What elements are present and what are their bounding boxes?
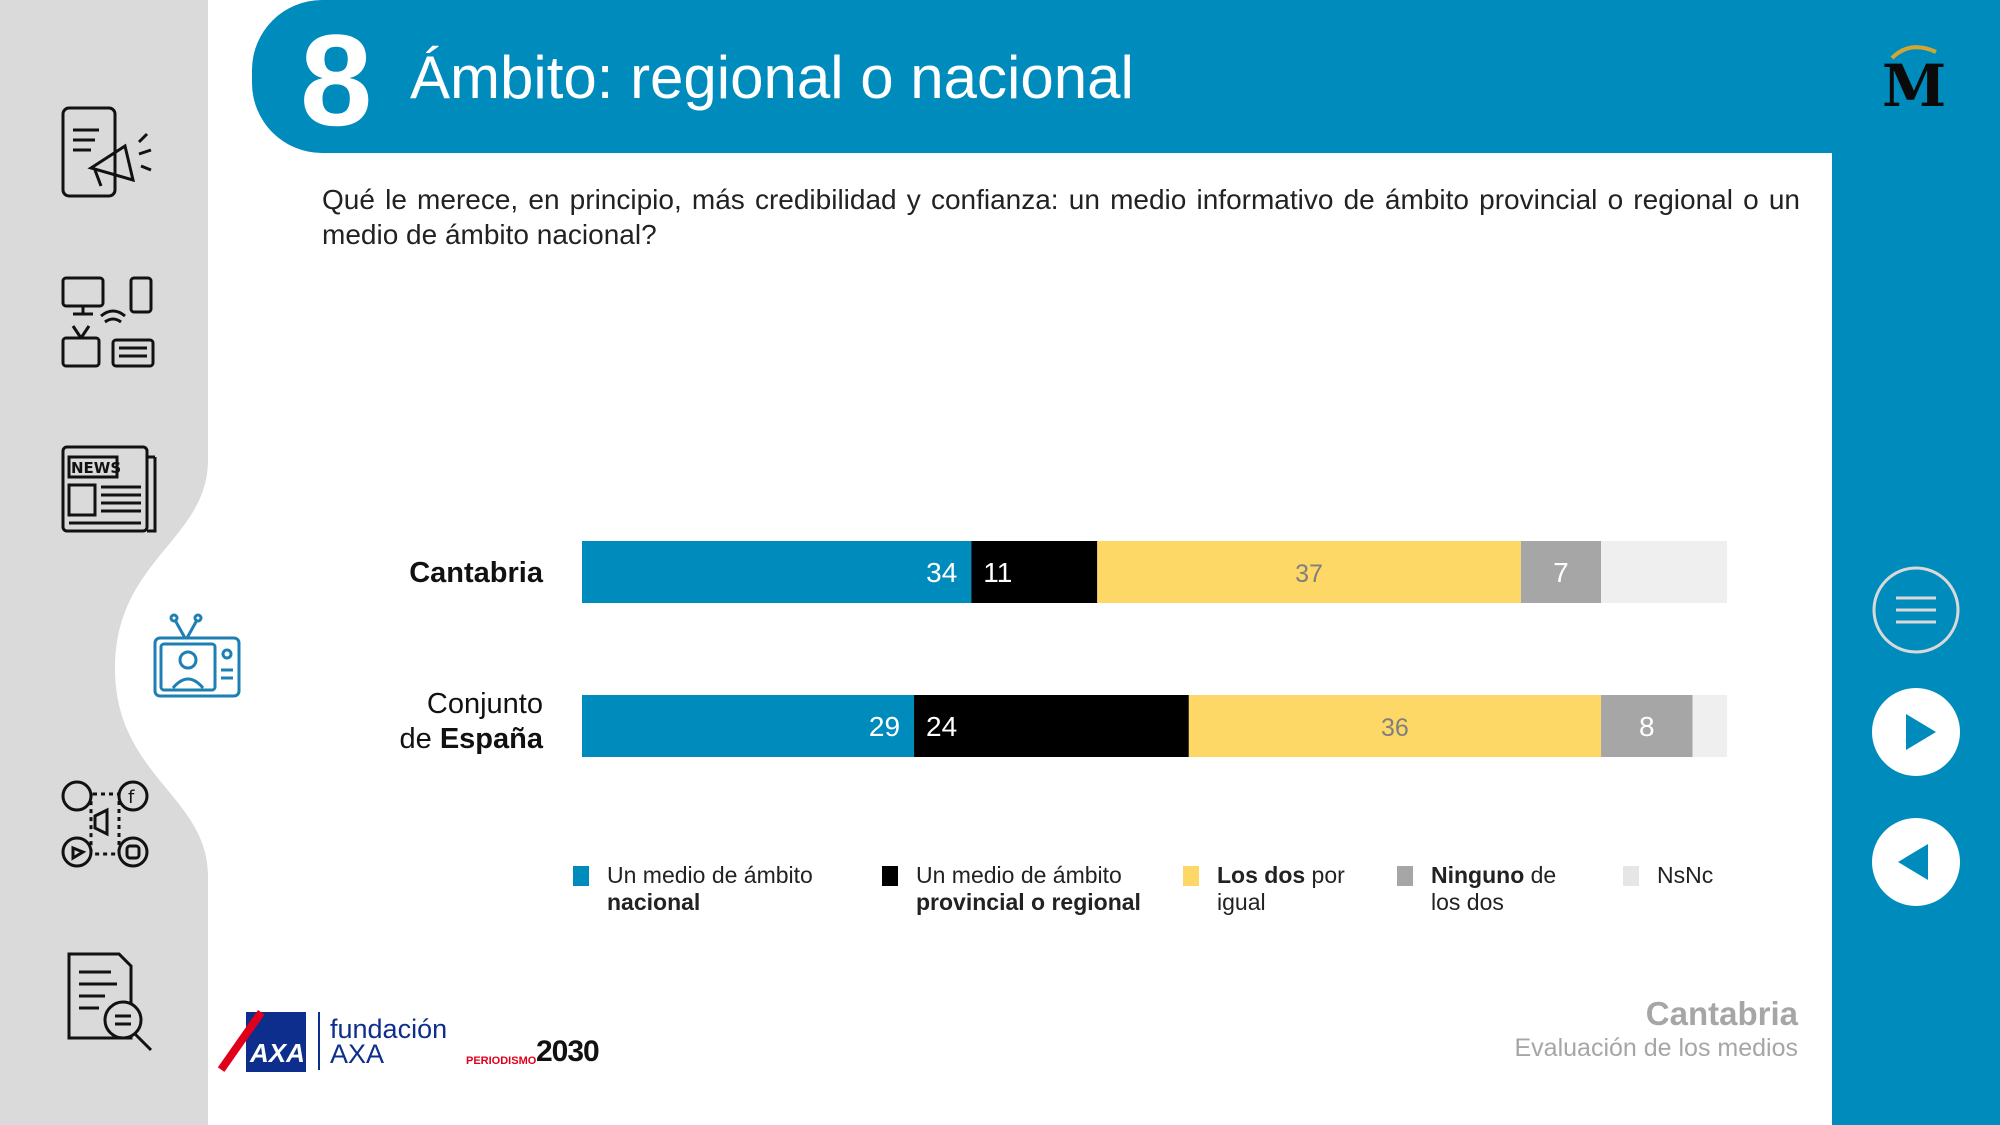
bar-segment — [1692, 695, 1727, 757]
chart-legend: Un medio de ámbito nacional Un medio de ám… — [0, 862, 2000, 922]
bar-segment — [582, 541, 972, 603]
data-label: 37 — [1295, 560, 1323, 588]
legend-item: Un medio de ámbito provincial o regional — [882, 862, 1141, 916]
newspaper-icon[interactable]: NEWS — [55, 433, 165, 543]
bar-segment — [914, 695, 1189, 757]
sponsor-name-line2: AXA — [330, 1039, 385, 1069]
svg-text:NEWS: NEWS — [71, 459, 121, 477]
legend-label: Los dos por igual — [1217, 862, 1345, 915]
category-label-line1: Conjunto — [427, 688, 543, 720]
legend-swatch — [882, 866, 898, 886]
category-label-plain: de — [400, 723, 440, 755]
tv-presenter-icon[interactable] — [147, 608, 247, 708]
survey-question: Qué le merece, en principio, más credibi… — [322, 184, 1800, 250]
category-label-bold: España — [440, 723, 544, 755]
footer-subtitle: Evaluación de los medios — [1514, 1034, 1799, 1062]
bar-segment — [1188, 695, 1602, 757]
legend-swatch — [1183, 866, 1199, 886]
data-label: 34 — [926, 557, 957, 588]
periodismo-label: PERIODISMO — [466, 1055, 537, 1067]
bar-segment — [1601, 695, 1693, 757]
bar-segment — [1097, 541, 1521, 603]
footer-region: Cantabria — [1645, 995, 1798, 1032]
bar-segment — [971, 541, 1098, 603]
legend-item: Los dos por igual — [1183, 862, 1345, 916]
social-media-icon[interactable]: f — [55, 772, 165, 882]
bar-segment — [1601, 541, 1727, 603]
sponsor-divider — [318, 1012, 320, 1070]
legend-swatch — [1397, 866, 1413, 886]
legend-label: NsNc — [1657, 862, 1714, 888]
bar-segment — [1520, 541, 1602, 603]
play-forward-icon — [1872, 688, 1960, 776]
bar-segment — [582, 695, 915, 757]
header-bar — [252, 0, 1832, 153]
axa-logo-text: AXA — [250, 1038, 305, 1068]
legend-item: Ninguno de los dos — [1397, 862, 1556, 916]
sponsor-name-line1: fundación — [330, 1014, 448, 1044]
category-label: Cantabria — [409, 557, 544, 589]
data-label: 29 — [869, 711, 900, 742]
category-label-line2: de España — [400, 723, 544, 755]
right-control-rail — [1832, 0, 2000, 1125]
section-number: 8 — [300, 7, 373, 153]
previous-button[interactable] — [1872, 818, 1960, 906]
play-back-icon — [1872, 818, 1960, 906]
sponsor-name: fundación AXA — [330, 1014, 448, 1069]
data-label: 24 — [926, 711, 957, 742]
svg-text:M: M — [1882, 52, 1946, 112]
legend-swatch — [573, 866, 589, 886]
next-button[interactable] — [1872, 688, 1960, 776]
data-label: 36 — [1381, 714, 1409, 742]
document-search-icon[interactable] — [55, 946, 165, 1056]
page-title: Ámbito: regional o nacional — [410, 44, 1134, 111]
svg-text:f: f — [128, 787, 135, 808]
menu-icon — [1872, 566, 1960, 654]
data-label: 8 — [1639, 711, 1655, 742]
legend-swatch — [1623, 866, 1639, 886]
legend-item: Un medio de ámbito nacional — [573, 862, 813, 916]
mobile-megaphone-icon[interactable] — [55, 98, 165, 208]
data-label: 7 — [1553, 557, 1569, 588]
periodismo-year: 2030 — [536, 1035, 600, 1068]
devices-icon[interactable] — [55, 266, 165, 376]
legend-label: Un medio de ámbito nacional — [607, 862, 813, 915]
legend-label: Ninguno de los dos — [1431, 862, 1557, 915]
publisher-logo-icon: M — [1882, 45, 1946, 112]
legend-label: Un medio de ámbito provincial o regional — [916, 862, 1141, 915]
menu-button[interactable] — [1872, 566, 1960, 654]
data-label: 11 — [983, 557, 1012, 588]
legend-item: NsNc — [1623, 862, 1713, 889]
